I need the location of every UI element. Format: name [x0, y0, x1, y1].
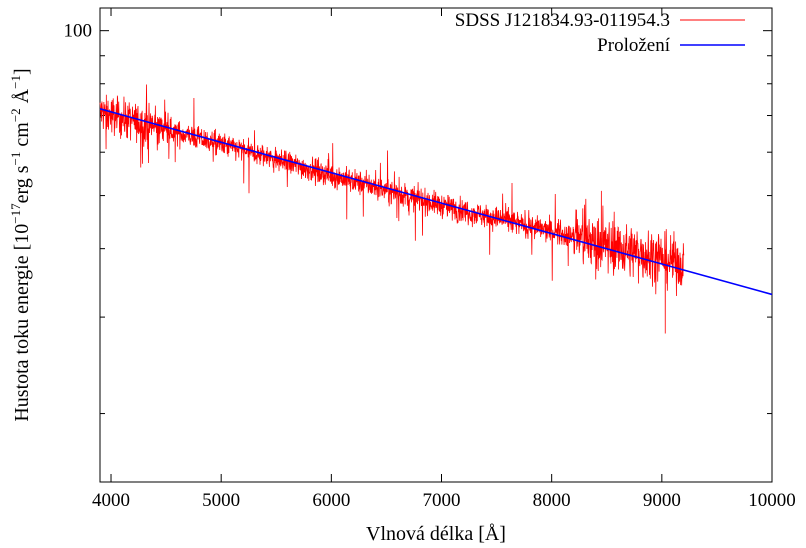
series-spectrum-line — [99, 84, 685, 334]
legend: SDSS J121834.93-011954.3 Proložení — [455, 10, 745, 56]
y-tick-label: 100 — [64, 21, 93, 42]
x-tick-label: 9000 — [643, 490, 681, 511]
series-fit-line — [99, 108, 773, 296]
legend-label-spectrum: SDSS J121834.93-011954.3 — [455, 10, 670, 31]
x-tick-label: 5000 — [202, 490, 240, 511]
series-layer — [99, 84, 773, 334]
tick-labels: 4000 5000 6000 7000 8000 9000 10000 100 — [64, 21, 796, 511]
x-axis-title: Vlnová délka [Å] — [366, 523, 506, 545]
x-tick-label: 7000 — [423, 490, 461, 511]
x-tick-label: 6000 — [312, 490, 350, 511]
y-axis-title: Hustota toku energie [10−17erg s−1 cm−2 … — [8, 68, 33, 421]
x-tick-label: 10000 — [748, 490, 796, 511]
legend-label-fit: Proložení — [597, 35, 671, 56]
x-tick-label: 8000 — [533, 490, 571, 511]
tick-marks — [100, 8, 773, 482]
plot-frame — [99, 7, 773, 483]
x-tick-label: 4000 — [92, 490, 130, 511]
